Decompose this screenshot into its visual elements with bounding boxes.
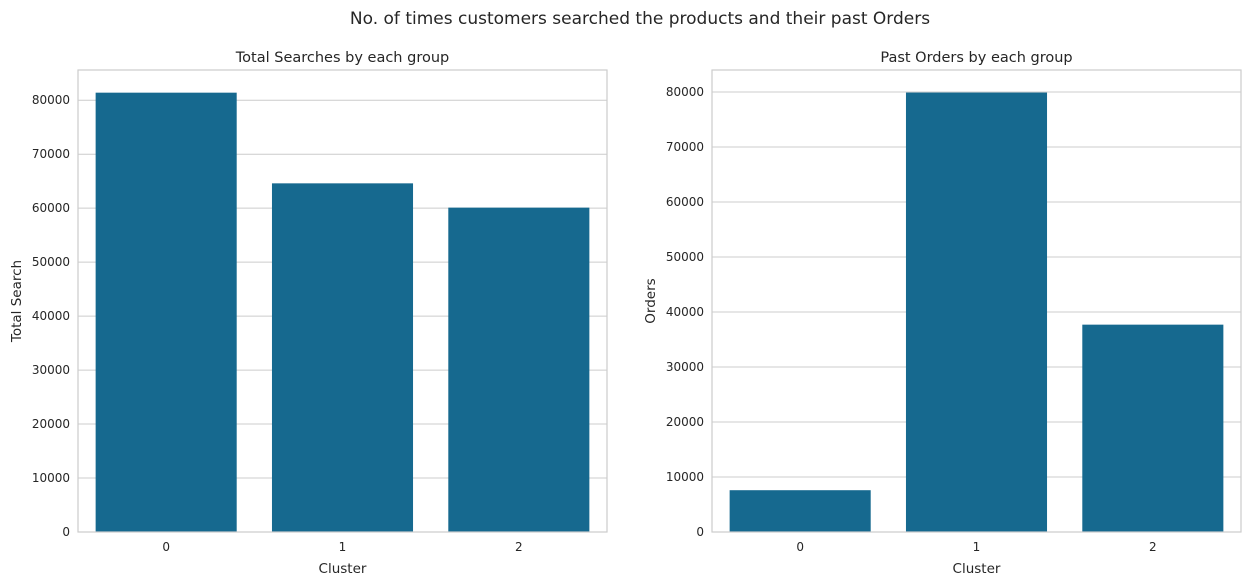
y-tick-label: 50000: [666, 250, 704, 264]
figure-suptitle: No. of times customers searched the prod…: [350, 9, 930, 29]
x-axis-label: Cluster: [953, 561, 1001, 577]
y-tick-label: 0: [62, 525, 70, 539]
y-tick-label: 10000: [32, 471, 70, 485]
axes-title: Past Orders by each group: [880, 50, 1072, 66]
y-axis-label: Total Search: [9, 260, 25, 343]
x-tick-label: 1: [339, 540, 347, 554]
y-tick-label: 60000: [32, 201, 70, 215]
axes-past-orders: 0 10000 20000 30000 40000 50000 60000 70000 8000…: [643, 50, 1242, 577]
x-tick-label: 2: [1149, 540, 1157, 554]
y-tick-label: 20000: [666, 415, 704, 429]
x-tick-label: 0: [162, 540, 170, 554]
y-tick-label: 40000: [32, 309, 70, 323]
bar-cluster-2: [1082, 324, 1224, 532]
bar-cluster-0: [729, 490, 871, 532]
y-tick-label: 10000: [666, 470, 704, 484]
y-tick-label: 80000: [32, 93, 70, 107]
y-tick-label: 30000: [32, 363, 70, 377]
x-axis-label: Cluster: [319, 561, 367, 577]
axes-total-searches: 0 10000 20000 30000 40000 50000 60000 70000 8000…: [9, 50, 608, 577]
y-tick-label: 70000: [666, 140, 704, 154]
bar-cluster-2: [448, 207, 590, 532]
y-tick-label: 60000: [666, 195, 704, 209]
x-tick-label: 1: [973, 540, 981, 554]
y-tick-label: 0: [696, 525, 704, 539]
y-axis-label: Orders: [643, 278, 659, 323]
axes-frame: [77, 69, 608, 533]
axes-title: Total Searches by each group: [235, 50, 449, 66]
y-tick-label: 70000: [32, 147, 70, 161]
y-tick-label: 50000: [32, 255, 70, 269]
y-tick-label: 40000: [666, 305, 704, 319]
bar-cluster-1: [905, 92, 1048, 533]
y-tick-label: 30000: [666, 360, 704, 374]
y-tick-label: 80000: [666, 85, 704, 99]
bar-cluster-1: [271, 183, 414, 532]
bar-cluster-0: [95, 92, 237, 533]
axes-frame: [711, 69, 1242, 533]
x-tick-label: 2: [515, 540, 523, 554]
x-tick-label: 0: [796, 540, 804, 554]
y-tick-label: 20000: [32, 417, 70, 431]
